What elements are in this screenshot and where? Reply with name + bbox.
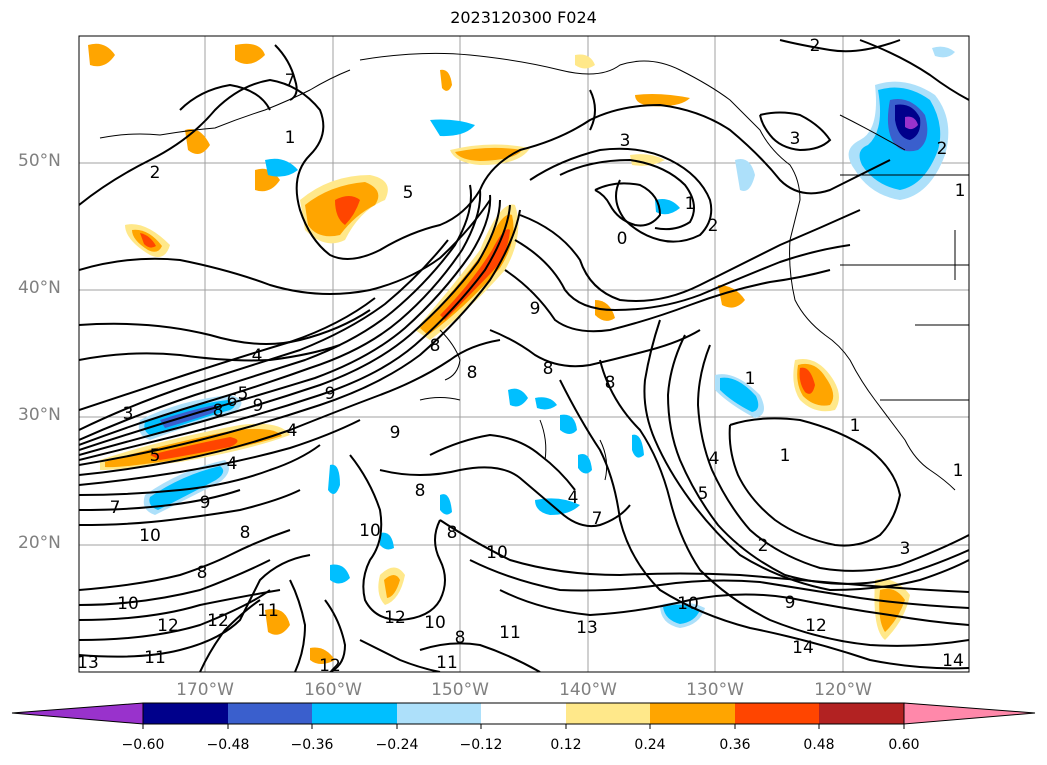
contour-label: 11 — [257, 601, 279, 621]
contour-label: 3 — [790, 129, 801, 149]
contour-label: 10 — [677, 594, 699, 614]
graticule — [79, 36, 969, 672]
contour-label: 12 — [319, 656, 341, 676]
contour-label: 3 — [123, 404, 134, 424]
contour-label: 9 — [253, 396, 264, 416]
contour-label: 14 — [942, 651, 964, 671]
contour-label: 8 — [415, 481, 426, 501]
contour-label: 1 — [780, 446, 791, 466]
colorbar-extend-low — [11, 702, 144, 725]
contour-label: 8 — [447, 523, 458, 543]
contour-label: 5 — [238, 384, 249, 404]
coastlines — [99, 52, 969, 491]
contour-lines — [79, 39, 969, 672]
contour-label: 4 — [568, 488, 579, 508]
contour-label: 1 — [953, 461, 964, 481]
lon-label-120w: 120°W — [814, 680, 872, 700]
contour-label: 12 — [207, 611, 229, 631]
plot-area — [79, 36, 969, 672]
contour-label: 9 — [200, 493, 211, 513]
contour-label: 2 — [708, 216, 719, 236]
colorbar-tick-label: 0.12 — [550, 737, 582, 753]
lon-label-160w: 160°W — [304, 680, 362, 700]
lon-label-130w: 130°W — [686, 680, 744, 700]
contour-label: 2 — [150, 163, 161, 183]
contour-label: 10 — [139, 526, 161, 546]
colorbar-tick-label: −0.60 — [121, 737, 165, 753]
contour-label: 13 — [576, 618, 598, 638]
contour-label: 2 — [937, 139, 948, 159]
contour-label: 7 — [110, 498, 121, 518]
colorbar-tick-label: −0.48 — [206, 737, 250, 753]
contour-label: 10 — [359, 521, 381, 541]
colorbar — [11, 702, 1036, 729]
contour-label: 0 — [617, 229, 628, 249]
contour-label: 1 — [685, 194, 696, 214]
contour-label: 11 — [499, 623, 521, 643]
contour-label: 14 — [792, 638, 814, 658]
lon-label-150w: 150°W — [431, 680, 489, 700]
contour-label: 8 — [213, 401, 224, 421]
contour-label: 12 — [157, 616, 179, 636]
contour-label: 7 — [285, 71, 296, 91]
contour-label: 4 — [287, 421, 298, 441]
contour-label: 12 — [384, 608, 406, 628]
contour-label: 11 — [144, 648, 166, 668]
contour-label: 10 — [486, 543, 508, 563]
colorbar-tick-label: 0.48 — [803, 737, 835, 753]
contour-label: 2 — [758, 536, 769, 556]
contour-label: 4 — [252, 346, 263, 366]
colorbar-tick-label: 0.36 — [719, 737, 751, 753]
contour-label: 8 — [543, 359, 554, 379]
contour-label: 9 — [390, 423, 401, 443]
thin-contours — [419, 329, 608, 481]
contour-label: 7 — [592, 509, 603, 529]
contour-label: 1 — [285, 128, 296, 148]
colorbar-extend-high — [903, 702, 1036, 725]
contour-label: 13 — [77, 653, 99, 673]
contour-label: 11 — [436, 653, 458, 673]
lat-label-50n: 50°N — [18, 151, 61, 171]
contour-label: 10 — [117, 594, 139, 614]
contour-label: 5 — [698, 484, 709, 504]
contour-label: 5 — [150, 446, 161, 466]
contour-label: 9 — [530, 299, 541, 319]
colorbar-tick-label: 0.24 — [634, 737, 666, 753]
contour-label: 3 — [620, 131, 631, 151]
contour-label: 5 — [403, 183, 414, 203]
contour-label: 4 — [709, 449, 720, 469]
colorbar-tick-label: −0.12 — [459, 737, 503, 753]
lat-label-40n: 40°N — [18, 278, 61, 298]
lat-label-20n: 20°N — [18, 533, 61, 553]
lat-label-30n: 30°N — [18, 405, 61, 425]
map-title: 2023120300 F024 — [450, 8, 597, 27]
contour-label: 2 — [810, 36, 821, 56]
contour-label: 1 — [955, 181, 966, 201]
colorbar-tick-label: −0.36 — [290, 737, 334, 753]
contour-label: 1 — [850, 416, 861, 436]
contour-label: 1 — [745, 369, 756, 389]
contour-label: 8 — [455, 628, 466, 648]
contour-label: 10 — [424, 613, 446, 633]
lon-label-140w: 140°W — [559, 680, 617, 700]
colorbar-tick-label: 0.60 — [888, 737, 920, 753]
lon-label-170w: 170°W — [176, 680, 234, 700]
contour-label: 9 — [785, 593, 796, 613]
contour-label: 4 — [227, 454, 238, 474]
contour-label: 12 — [805, 616, 827, 636]
contour-label: 8 — [605, 373, 616, 393]
contour-label: 8 — [430, 336, 441, 356]
contour-label: 8 — [467, 363, 478, 383]
negative-shading — [138, 46, 955, 628]
contour-label: 3 — [900, 539, 911, 559]
colorbar-tick-label: −0.24 — [375, 737, 419, 753]
contour-label: 8 — [197, 563, 208, 583]
contour-label: 9 — [325, 384, 336, 404]
contour-label: 8 — [240, 523, 251, 543]
contour-label: 6 — [227, 391, 238, 411]
